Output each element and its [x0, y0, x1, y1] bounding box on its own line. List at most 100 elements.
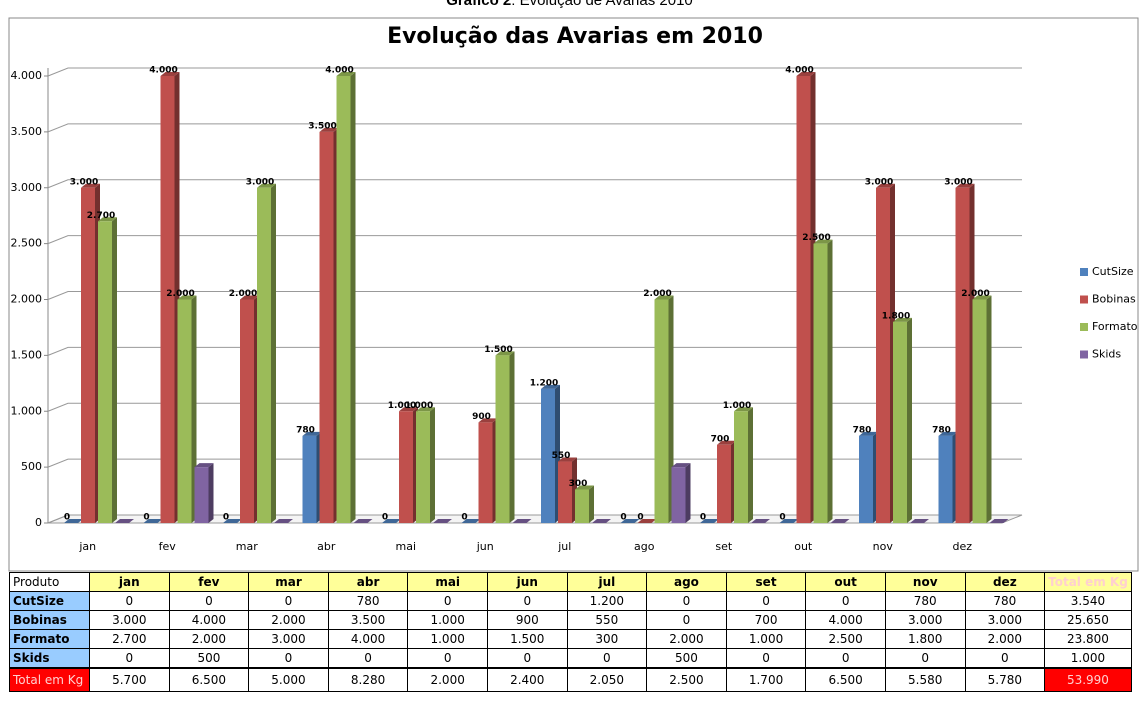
bar — [796, 76, 811, 523]
bar-top — [512, 519, 532, 523]
cell: 6.500 — [168, 667, 250, 692]
chart: Evolução das Avarias em 2010 05001.0001.… — [8, 17, 1139, 572]
cell: 2.000 — [646, 629, 727, 649]
x-tick-label: fev — [159, 540, 177, 553]
grid-line — [47, 291, 1022, 300]
bar — [302, 435, 317, 523]
bar-top — [461, 519, 481, 523]
cell: 5.780 — [964, 667, 1046, 692]
data-label: 2.500 — [802, 233, 830, 243]
bar-side — [827, 239, 833, 523]
header-cell: mai — [407, 572, 488, 592]
bar — [876, 187, 890, 523]
cell: 53.990 — [1044, 667, 1132, 692]
cell: 0 — [248, 591, 329, 611]
data-table: Produto jan fev mar abr mai jun jul ago set out nov… — [9, 572, 1132, 692]
bar-top — [353, 519, 373, 523]
bar-top — [876, 183, 895, 188]
bar-top — [319, 127, 339, 132]
bar — [541, 388, 555, 523]
cell: 1.000 — [407, 610, 488, 630]
y-tick-label: 2.000 — [11, 293, 43, 306]
bar-top — [143, 519, 163, 523]
cell: 300 — [566, 629, 648, 649]
cell: 0 — [89, 648, 170, 669]
bar-top — [81, 183, 100, 188]
grid-line — [47, 123, 1022, 133]
cell: 4.000 — [168, 610, 250, 630]
data-label: 900 — [472, 412, 491, 422]
cell: 1.700 — [725, 667, 807, 692]
data-label: 2.700 — [87, 211, 115, 221]
bar-top — [813, 239, 833, 244]
cell: 2.000 — [964, 629, 1046, 649]
bar — [972, 299, 987, 523]
bar-top — [938, 431, 958, 436]
bar-top — [989, 519, 1009, 523]
cell: 2.050 — [566, 667, 648, 692]
bar-top — [98, 217, 117, 222]
data-label: 1.500 — [484, 345, 512, 355]
data-label: 2.000 — [643, 289, 671, 299]
bar — [98, 221, 112, 523]
header-cell: abr — [327, 572, 409, 592]
cell: 3.000 — [964, 610, 1046, 630]
bar — [177, 299, 192, 523]
legend-swatch — [1080, 323, 1088, 331]
data-label: 3.000 — [70, 177, 98, 187]
data-label: 4.000 — [149, 66, 177, 76]
x-tick-label: set — [715, 540, 732, 553]
grid-line — [47, 402, 1022, 412]
data-label: 4.000 — [785, 66, 813, 76]
data-label: 0 — [223, 513, 229, 523]
bar-side — [191, 295, 197, 523]
bar — [717, 444, 731, 523]
y-tick-label: 3.000 — [11, 181, 43, 194]
cell: 0 — [168, 591, 250, 611]
bar — [495, 355, 510, 523]
data-label: 2.000 — [166, 289, 194, 299]
grid-line — [47, 458, 1022, 468]
header-cell: fev — [168, 572, 250, 592]
data-label: 3.000 — [944, 177, 972, 187]
data-label: 700 — [711, 434, 730, 444]
bar-side — [112, 217, 117, 523]
data-label: 1.000 — [388, 401, 416, 411]
bar-top — [433, 519, 452, 523]
bar-top — [575, 485, 594, 490]
cell: 8.280 — [327, 667, 409, 692]
bar-top — [382, 519, 401, 523]
bar — [160, 76, 175, 523]
bar-top — [671, 463, 691, 468]
cell: 0 — [805, 591, 886, 611]
data-label: 780 — [853, 425, 872, 435]
cell: 0 — [646, 610, 727, 630]
x-tick-label: dez — [952, 540, 972, 553]
cell: 700 — [725, 610, 807, 630]
bar-top — [717, 440, 736, 445]
data-label: 0 — [700, 513, 706, 523]
cell: 780 — [327, 591, 409, 611]
table-row: Formato 2.700 2.000 3.000 4.000 1.000 1.500 300… — [9, 629, 1132, 649]
y-tick-label: 4.000 — [11, 69, 43, 82]
bar — [654, 299, 669, 523]
bar-top — [910, 519, 929, 523]
cell: 2.000 — [248, 610, 329, 630]
data-label: 1.000 — [405, 401, 433, 411]
data-label: 300 — [569, 479, 588, 489]
bar-top — [115, 519, 134, 523]
data-label: 2.000 — [961, 289, 989, 299]
cell: 500 — [168, 648, 250, 669]
x-tick-label: jul — [557, 540, 571, 553]
bar — [319, 131, 334, 523]
table-header: Produto jan fev mar abr mai jun jul ago set out nov… — [9, 572, 1132, 592]
bar-top — [654, 295, 674, 300]
cell: 0 — [486, 591, 568, 611]
bar-top — [478, 418, 498, 423]
chart-title: Evolução das Avarias em 2010 — [387, 24, 763, 49]
legend-label: Formato — [1092, 320, 1138, 333]
bar-top — [796, 72, 816, 76]
data-label: 0 — [620, 513, 626, 523]
bar-top — [541, 384, 560, 389]
legend-swatch — [1080, 350, 1088, 359]
